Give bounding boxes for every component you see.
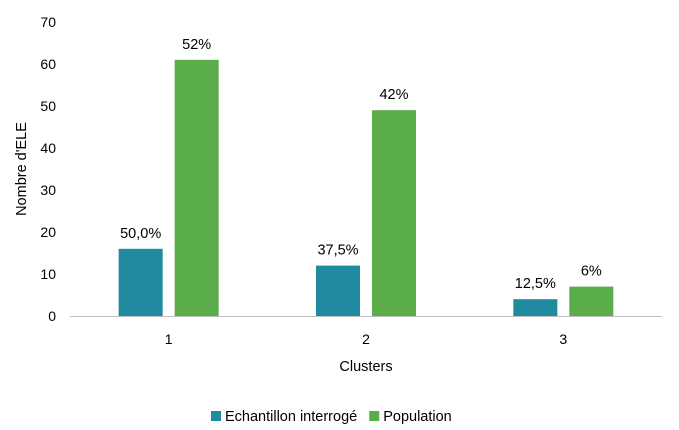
legend-swatch xyxy=(369,411,380,421)
x-tick-label: 3 xyxy=(559,331,567,347)
y-tick-label: 50 xyxy=(40,98,56,114)
bar-series-1-cluster-1 xyxy=(174,59,219,317)
y-tick-label: 0 xyxy=(48,308,56,324)
x-tick-label: 2 xyxy=(362,331,370,347)
legend-swatch xyxy=(211,411,221,421)
y-tick-label: 40 xyxy=(40,140,56,156)
data-label: 6% xyxy=(581,264,602,280)
legend: Echantillon interrogé Population xyxy=(211,409,452,425)
data-label: 52% xyxy=(182,37,211,53)
x-tick-label: 1 xyxy=(165,331,173,347)
x-axis-title: Clusters xyxy=(339,359,392,375)
bar-series-1-cluster-2 xyxy=(372,110,416,316)
x-axis-ticks: 1 2 3 xyxy=(165,331,568,347)
y-tick-label: 60 xyxy=(40,56,56,72)
y-tick-label: 70 xyxy=(40,14,56,30)
bar-series-0-cluster-1 xyxy=(118,248,163,316)
y-tick-label: 20 xyxy=(40,224,56,240)
bar-series-0-cluster-3 xyxy=(513,299,558,316)
legend-label: Population xyxy=(383,409,452,425)
bars xyxy=(118,59,614,317)
data-label: 12,5% xyxy=(515,276,556,292)
bar-series-1-cluster-3 xyxy=(569,286,614,316)
y-tick-label: 10 xyxy=(40,266,56,282)
data-label: 37,5% xyxy=(317,243,358,259)
data-label: 42% xyxy=(379,87,408,103)
y-tick-label: 30 xyxy=(40,182,56,198)
y-axis-title: Nombre d'ELE xyxy=(14,122,30,216)
legend-label: Echantillon interrogé xyxy=(225,409,357,425)
data-labels: 50,0% 52% 37,5% 42% 12,5% 6% xyxy=(120,37,602,292)
y-axis-ticks: 0 10 20 30 40 50 60 70 xyxy=(40,14,56,324)
bar-series-0-cluster-2 xyxy=(316,265,360,316)
data-label: 50,0% xyxy=(120,226,161,242)
